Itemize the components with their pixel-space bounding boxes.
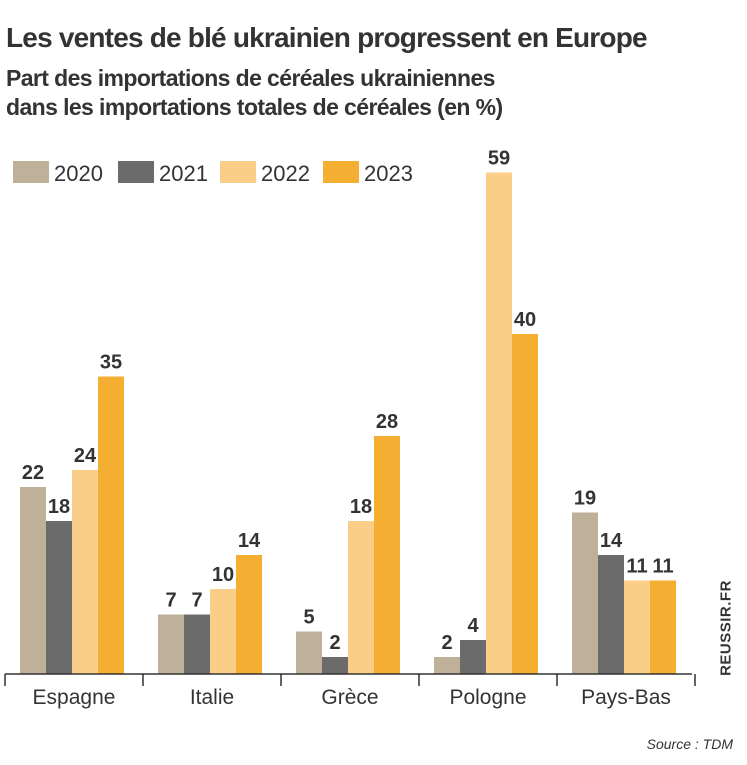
value-label-grèce-2021: 2 — [329, 632, 340, 654]
value-label-pologne-2021: 4 — [467, 615, 479, 637]
chart-title: Les ventes de blé ukrainien progressent … — [6, 22, 648, 53]
value-label-italie-2022: 10 — [212, 564, 234, 586]
bar-grèce-2020 — [296, 631, 322, 674]
legend-label-2022: 2022 — [261, 161, 310, 186]
bar-italie-2022 — [210, 589, 236, 674]
bar-espagne-2021 — [46, 521, 72, 674]
bar-italie-2023 — [236, 555, 262, 674]
legend-label-2021: 2021 — [159, 161, 208, 186]
watermark: REUSSIR.FR — [717, 580, 735, 676]
category-label-pologne: Pologne — [449, 686, 526, 709]
bar-pays-bas-2020 — [572, 512, 598, 674]
chart-legend: 2020 2021 2022 2023 — [13, 161, 413, 186]
source-note: Source : TDM — [646, 736, 733, 752]
bar-grèce-2022 — [348, 521, 374, 674]
value-label-grèce-2023: 28 — [376, 411, 398, 433]
bar-pologne-2022 — [486, 172, 512, 674]
bar-espagne-2020 — [20, 487, 46, 674]
category-label-italie: Italie — [190, 686, 234, 709]
category-label-grèce: Grèce — [321, 686, 378, 709]
chart-subtitle-line-2: dans les importations totales de céréale… — [6, 94, 503, 120]
bar-pologne-2023 — [512, 334, 538, 674]
legend-swatch-2020 — [13, 161, 49, 183]
value-label-espagne-2020: 22 — [22, 462, 44, 484]
value-label-italie-2023: 14 — [238, 530, 261, 552]
value-label-espagne-2022: 24 — [74, 445, 97, 467]
legend-swatch-2023 — [323, 161, 359, 183]
bar-pays-bas-2021 — [598, 555, 624, 674]
value-label-pologne-2022: 59 — [488, 148, 510, 170]
value-label-pologne-2020: 2 — [441, 632, 452, 654]
legend-label-2020: 2020 — [54, 161, 103, 186]
bar-espagne-2023 — [98, 376, 124, 674]
value-label-pays-bas-2023: 11 — [652, 556, 673, 578]
chart-subtitle: Part des importations de céréales ukrain… — [6, 64, 503, 122]
bar-espagne-2022 — [72, 470, 98, 674]
value-label-pays-bas-2022: 11 — [626, 556, 647, 578]
value-label-grèce-2022: 18 — [350, 496, 372, 518]
value-label-pays-bas-2021: 14 — [600, 530, 623, 552]
bar-pays-bas-2022 — [624, 580, 650, 674]
value-label-pologne-2023: 40 — [514, 309, 536, 331]
bar-grèce-2023 — [374, 436, 400, 674]
bar-italie-2021 — [184, 614, 210, 674]
x-axis: Espagne Italie Grèce Pologne Pays-Bas — [4, 673, 696, 709]
bar-pologne-2021 — [460, 640, 486, 674]
bar-italie-2020 — [158, 614, 184, 674]
bar-pologne-2020 — [434, 657, 460, 674]
category-label-espagne: Espagne — [33, 686, 116, 709]
legend-swatch-2022 — [220, 161, 256, 183]
value-label-italie-2021: 7 — [191, 590, 202, 612]
bar-grèce-2021 — [322, 657, 348, 674]
legend-swatch-2021 — [118, 161, 154, 183]
value-label-italie-2020: 7 — [165, 590, 176, 612]
bar-pays-bas-2023 — [650, 580, 676, 674]
category-label-pays-bas: Pays-Bas — [581, 686, 671, 709]
legend-label-2023: 2023 — [364, 161, 413, 186]
value-label-espagne-2021: 18 — [48, 496, 70, 518]
value-label-pays-bas-2020: 19 — [574, 488, 596, 510]
chart-subtitle-line-1: Part des importations de céréales ukrain… — [6, 65, 495, 91]
value-label-grèce-2020: 5 — [303, 607, 314, 629]
value-label-espagne-2023: 35 — [100, 352, 122, 374]
